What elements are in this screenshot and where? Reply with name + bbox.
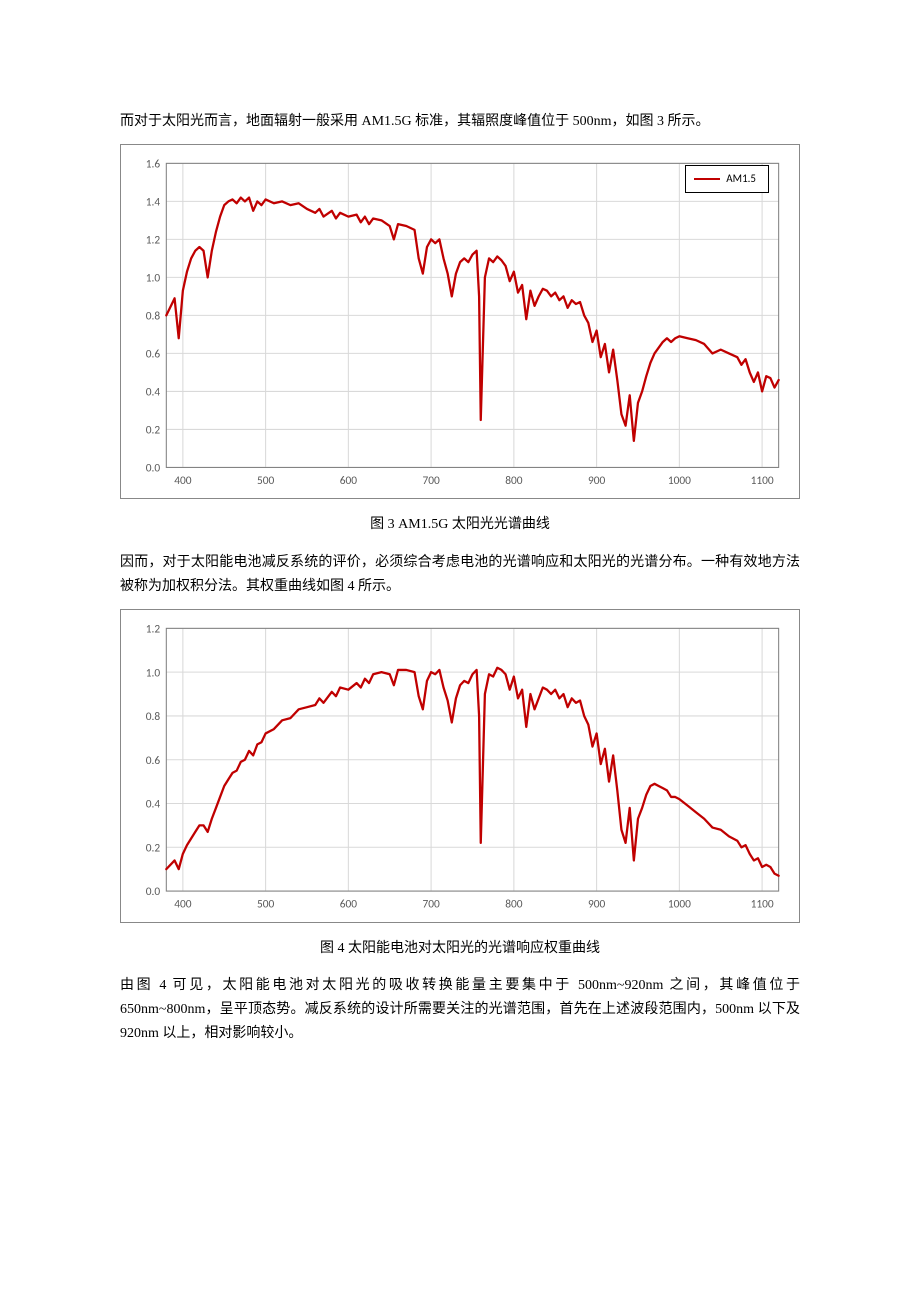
paragraph-2: 因而，对于太阳能电池减反系统的评价，必须综合考虑电池的光谱响应和太阳光的光谱分布…	[120, 551, 800, 599]
svg-text:400: 400	[174, 897, 192, 911]
caption-2: 图 4 太阳能电池对太阳光的光谱响应权重曲线	[120, 937, 800, 961]
paragraph-1: 而对于太阳光而言，地面辐射一般采用 AM1.5G 标准，其辐照度峰值位于 500…	[120, 110, 800, 134]
legend-line-icon	[694, 178, 720, 180]
svg-text:500: 500	[257, 897, 275, 911]
svg-text:0.2: 0.2	[146, 841, 161, 855]
svg-text:0.0: 0.0	[146, 885, 161, 899]
page: 而对于太阳光而言，地面辐射一般采用 AM1.5G 标准，其辐照度峰值位于 500…	[0, 0, 920, 1302]
svg-text:0.0: 0.0	[146, 461, 161, 475]
svg-text:0.8: 0.8	[146, 710, 161, 724]
svg-text:0.4: 0.4	[146, 385, 161, 399]
svg-text:600: 600	[340, 474, 358, 488]
chart-1-legend: AM1.5	[685, 165, 769, 194]
svg-text:600: 600	[340, 897, 358, 911]
svg-text:400: 400	[174, 474, 192, 488]
chart-2: 0.0 0.2 0.4 0.6 0.8 1.0 1.2 400 500 600 700 800 900 1…	[127, 618, 789, 918]
chart-1-container: 0.0 0.2 0.4 0.6 0.8 1.0 1.2 1.4 1.6 400 500 600 700 8…	[120, 144, 800, 499]
svg-text:1100: 1100	[751, 897, 774, 911]
svg-text:1000: 1000	[668, 474, 691, 488]
svg-text:1.4: 1.4	[146, 195, 161, 209]
svg-text:800: 800	[505, 474, 523, 488]
caption-1: 图 3 AM1.5G 太阳光光谱曲线	[120, 513, 800, 537]
chart-2-container: 0.0 0.2 0.4 0.6 0.8 1.0 1.2 400 500 600 700 800 900 1…	[120, 609, 800, 923]
svg-text:0.6: 0.6	[146, 347, 161, 361]
svg-text:1.0: 1.0	[146, 666, 161, 680]
chart-1: 0.0 0.2 0.4 0.6 0.8 1.0 1.2 1.4 1.6 400 500 600 700 8…	[127, 153, 789, 494]
svg-text:1.2: 1.2	[146, 233, 161, 247]
svg-text:700: 700	[422, 897, 440, 911]
svg-text:800: 800	[505, 897, 523, 911]
svg-text:0.4: 0.4	[146, 797, 161, 811]
svg-text:0.2: 0.2	[146, 423, 161, 437]
svg-text:900: 900	[588, 897, 606, 911]
paragraph-3: 由图 4 可见，太阳能电池对太阳光的吸收转换能量主要集中于 500nm~920n…	[120, 974, 800, 1045]
svg-text:700: 700	[422, 474, 440, 488]
svg-text:500: 500	[257, 474, 275, 488]
svg-text:1100: 1100	[751, 474, 774, 488]
svg-text:1000: 1000	[668, 897, 691, 911]
svg-text:0.8: 0.8	[146, 309, 161, 323]
legend-label: AM1.5	[726, 170, 756, 189]
svg-text:1.0: 1.0	[146, 271, 161, 285]
svg-text:0.6: 0.6	[146, 753, 161, 767]
svg-text:1.6: 1.6	[146, 157, 161, 171]
svg-text:1.2: 1.2	[146, 622, 161, 636]
svg-text:900: 900	[588, 474, 606, 488]
